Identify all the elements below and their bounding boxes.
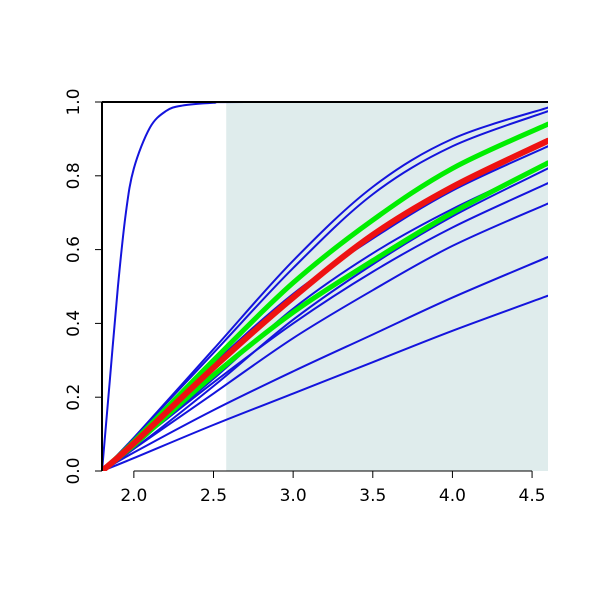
series-line-blue-9 — [102, 255, 548, 471]
series-line-blue-3 — [102, 110, 548, 471]
x-tick-label-1: 2.5 — [200, 486, 227, 506]
axis-layer: 2.0 2.5 3.0 3.5 4.0 4.5 0.0 0.2 0.4 0.6 0.8 1.0 — [64, 88, 548, 506]
y-tick-label-2: 0.4 — [64, 310, 84, 337]
x-tick-label-4: 4.0 — [439, 486, 466, 506]
x-tick-label-2: 3.0 — [280, 486, 307, 506]
x-tick-label-3: 3.5 — [359, 486, 386, 506]
series-line-blue-8 — [102, 202, 548, 471]
x-tick-label-5: 4.5 — [519, 486, 546, 506]
series-layer — [102, 100, 548, 471]
y-tick-label-3: 0.6 — [64, 236, 84, 263]
series-line-blue-10 — [102, 294, 548, 471]
y-tick-label-1: 0.2 — [64, 384, 84, 411]
x-tick-label-0: 2.0 — [120, 486, 147, 506]
y-tick-label-5: 1.0 — [64, 88, 84, 115]
series-line-red-13 — [102, 137, 548, 471]
y-tick-label-4: 0.8 — [64, 162, 84, 189]
y-tick-label-0: 0.0 — [64, 457, 84, 484]
